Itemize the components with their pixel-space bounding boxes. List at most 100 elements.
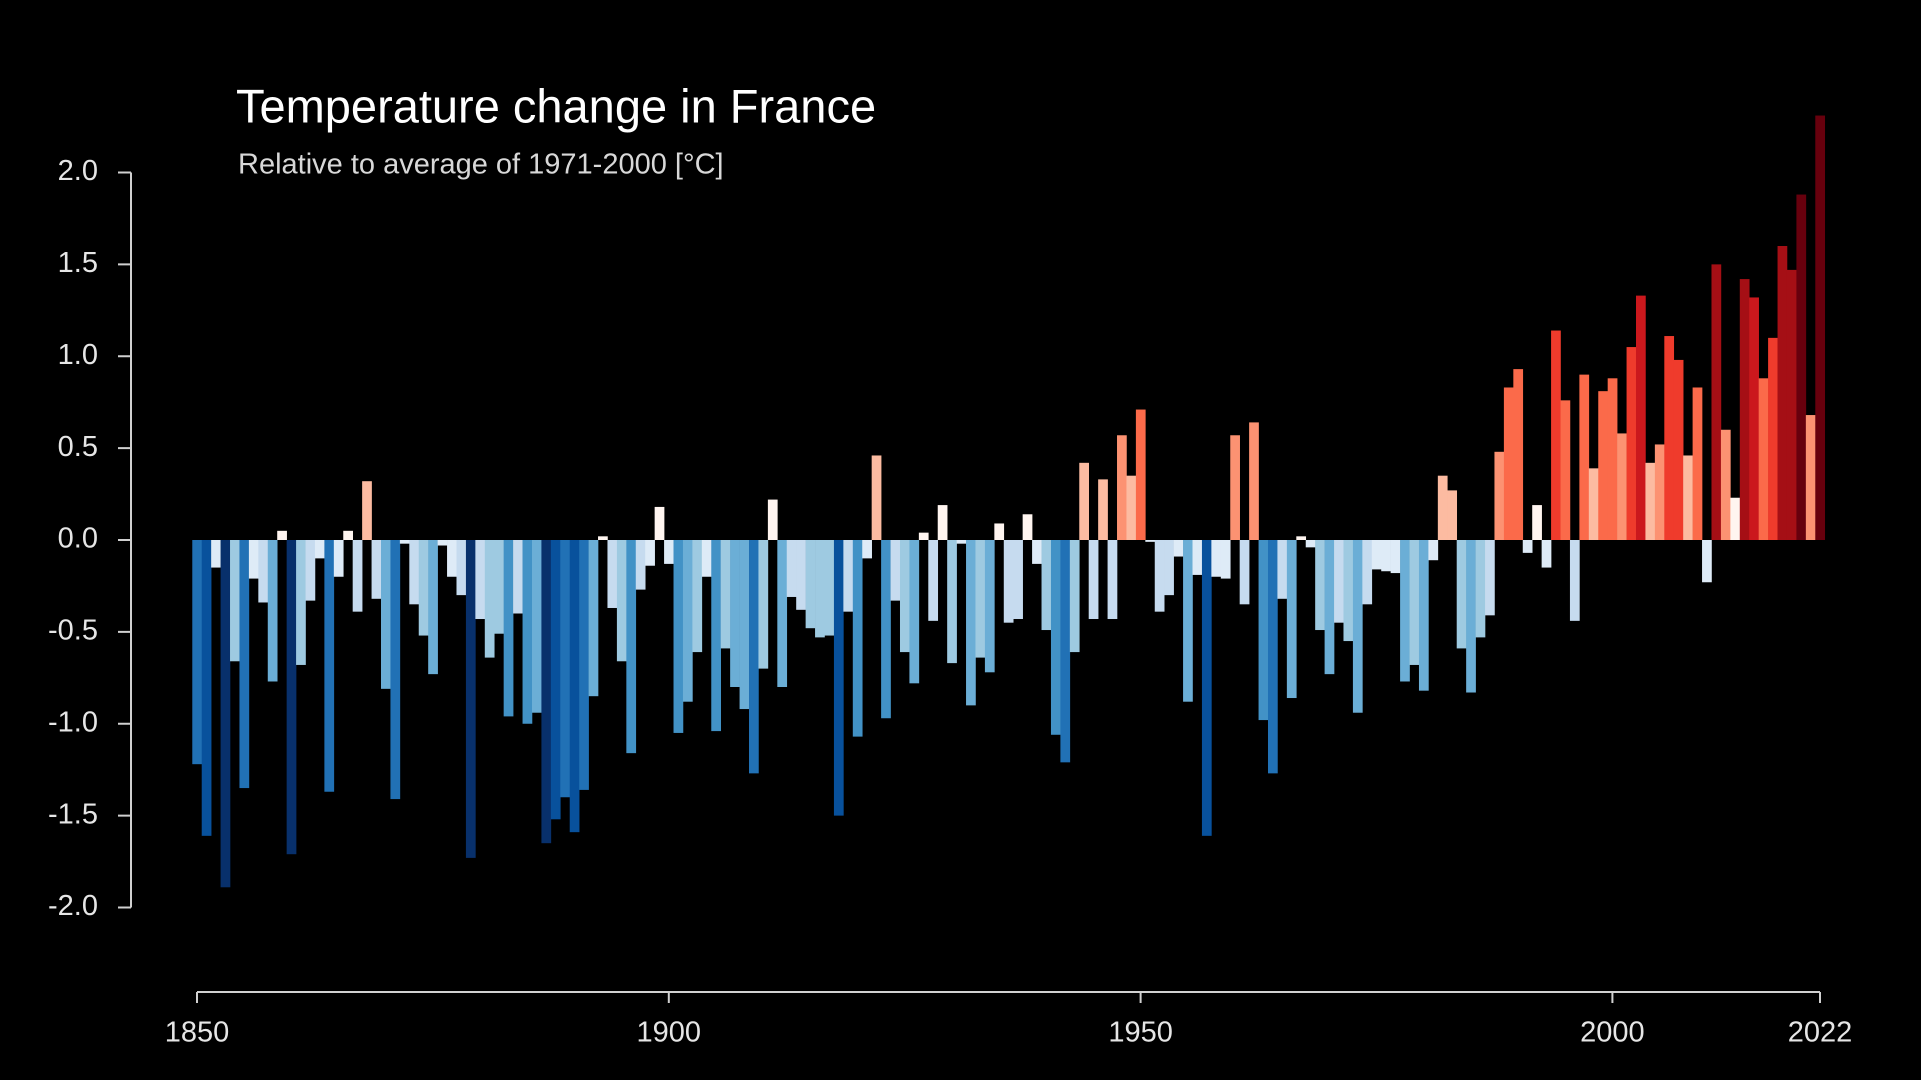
bar <box>1513 369 1524 540</box>
bar <box>1362 540 1373 605</box>
bar <box>1371 540 1382 570</box>
bar <box>569 540 580 833</box>
bar <box>871 455 882 540</box>
bar <box>833 540 844 816</box>
bar <box>1475 540 1486 638</box>
bar <box>749 540 759 774</box>
bar <box>409 540 420 605</box>
bar <box>1720 429 1731 540</box>
bar <box>899 540 910 653</box>
bar <box>267 540 278 682</box>
bar <box>1022 514 1033 540</box>
bar <box>230 540 240 662</box>
chart-subtitle: Relative to average of 1971-2000 [°C] <box>238 149 724 181</box>
bar <box>1579 374 1590 540</box>
bar <box>1352 540 1363 713</box>
bar <box>343 530 353 540</box>
bar <box>447 540 457 577</box>
bar <box>1739 279 1750 540</box>
bar <box>1201 540 1212 836</box>
bar <box>1711 264 1722 540</box>
bar <box>399 540 410 544</box>
bar <box>928 540 939 621</box>
bar <box>1485 540 1495 616</box>
bar <box>1334 540 1344 623</box>
bar <box>1145 540 1156 542</box>
bar <box>324 540 335 792</box>
bar <box>1551 330 1561 540</box>
bar <box>1117 435 1127 540</box>
bar <box>541 540 552 844</box>
bar <box>673 540 684 733</box>
bar <box>1296 536 1307 540</box>
bar <box>1173 540 1184 557</box>
bar <box>192 540 203 765</box>
bar <box>1192 540 1203 575</box>
bar <box>494 540 504 634</box>
bar <box>711 540 722 732</box>
bar <box>1494 451 1505 540</box>
bar <box>1003 540 1014 623</box>
bar <box>1239 540 1250 605</box>
bar <box>645 540 655 566</box>
bar <box>1617 433 1627 540</box>
bar <box>560 540 571 798</box>
bar <box>796 540 806 610</box>
chart-title: Temperature change in France <box>236 79 876 132</box>
bar <box>418 540 429 636</box>
bar <box>1032 540 1042 564</box>
bar <box>437 540 448 546</box>
bar <box>1400 540 1410 682</box>
y-tick-label: 0.0 <box>58 523 98 555</box>
bar <box>664 540 674 564</box>
bar <box>1673 359 1684 540</box>
bar <box>248 540 259 579</box>
bar <box>456 540 467 596</box>
bar <box>616 540 627 662</box>
bar <box>550 540 561 820</box>
bar <box>503 540 514 717</box>
bar <box>1428 540 1439 561</box>
bar <box>1258 540 1269 721</box>
bar <box>984 540 995 673</box>
bar <box>277 530 287 540</box>
bar <box>239 540 250 789</box>
bar <box>739 540 750 710</box>
bar <box>390 540 401 800</box>
bar <box>1126 475 1137 540</box>
bar <box>1211 540 1222 577</box>
bar <box>286 540 297 855</box>
bar <box>626 540 637 754</box>
bar <box>588 540 599 697</box>
bar <box>1588 468 1599 540</box>
bar <box>1098 479 1108 540</box>
bar <box>918 532 929 540</box>
bar <box>465 540 476 858</box>
bar <box>1626 347 1637 540</box>
bar <box>1730 497 1741 540</box>
y-tick-label: 0.5 <box>58 431 98 463</box>
bar <box>1418 540 1429 691</box>
bar <box>881 540 891 719</box>
bar <box>1164 540 1174 596</box>
bar <box>1381 540 1391 572</box>
bar <box>352 540 363 612</box>
bar <box>1060 540 1071 763</box>
bar <box>1286 540 1297 699</box>
bar <box>777 540 788 687</box>
bar <box>1541 540 1552 568</box>
bar <box>852 540 863 737</box>
bar <box>956 540 967 544</box>
y-tick-label: 1.5 <box>58 247 98 279</box>
bar <box>201 540 212 836</box>
bar <box>692 540 703 653</box>
bar <box>1277 540 1288 599</box>
bar <box>211 540 221 568</box>
bar <box>522 540 533 724</box>
bar <box>947 540 957 664</box>
bar <box>1013 540 1023 620</box>
bar <box>381 540 391 689</box>
bar <box>258 540 269 603</box>
bar <box>890 540 901 601</box>
